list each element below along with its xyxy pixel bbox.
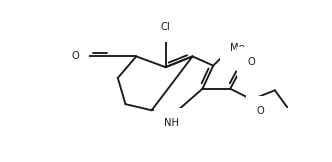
- Text: O: O: [256, 106, 264, 116]
- Text: NH: NH: [164, 118, 179, 128]
- Text: Me: Me: [230, 43, 245, 53]
- Text: O: O: [71, 51, 79, 61]
- Text: O: O: [247, 57, 255, 67]
- Text: Cl: Cl: [161, 22, 170, 32]
